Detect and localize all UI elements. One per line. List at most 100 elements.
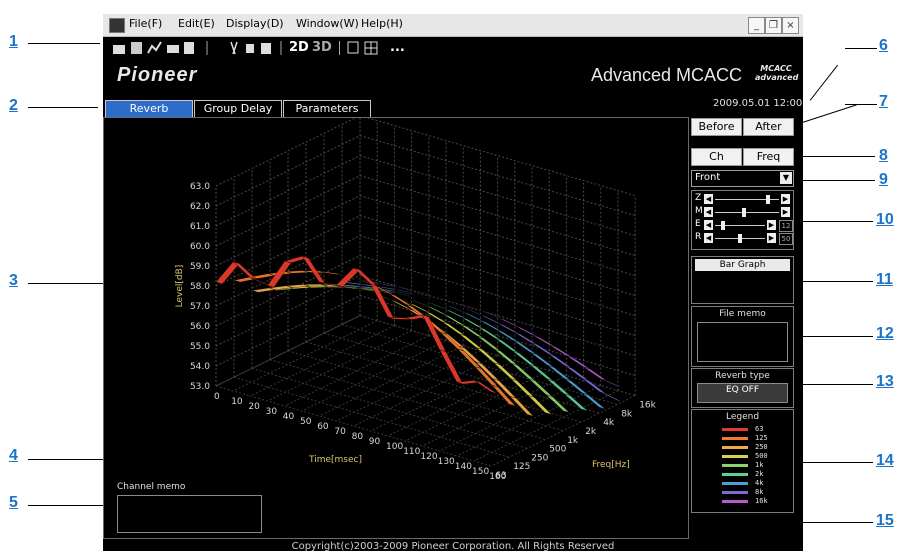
legend-title: Legend <box>725 412 760 422</box>
callout-11: 11 <box>876 271 893 288</box>
channel-select[interactable]: Front ▼ <box>691 170 794 187</box>
mcacc-badge: MCACC advanced <box>755 64 799 82</box>
left-arrow-icon[interactable]: ◀ <box>704 233 713 243</box>
y-tick-label: 63.0 <box>190 182 210 192</box>
left-arrow-icon[interactable]: ◀ <box>704 194 713 204</box>
menu-display[interactable]: Display(D) <box>226 17 284 30</box>
after-button[interactable]: After <box>743 118 794 136</box>
before-button[interactable]: Before <box>691 118 742 136</box>
grid-line <box>359 115 636 197</box>
grid-line <box>232 320 378 392</box>
ch-button[interactable]: Ch <box>691 148 742 166</box>
surface-mark <box>599 391 624 403</box>
surface-mark <box>461 311 486 323</box>
tab-parameters[interactable]: Parameters <box>283 100 371 118</box>
legend-label: 4k <box>755 479 764 487</box>
x-tick-label: 160 <box>489 472 506 482</box>
maximize-button[interactable]: ❐ <box>765 17 782 34</box>
slider-label: M <box>695 206 703 216</box>
view-3d-button[interactable]: 3D <box>312 40 332 55</box>
surface-mark <box>301 255 326 285</box>
surface-mark <box>514 325 539 338</box>
surface-mark <box>439 349 464 385</box>
grid-line <box>336 350 481 422</box>
graph-area: 53.0 54.0 55.0 56.0 57.0 58.0 59.0 60.0 61.0 62.0… <box>103 115 689 539</box>
legend-label: 500 <box>755 452 768 460</box>
surface-mark <box>319 270 344 276</box>
close-button[interactable]: × <box>782 17 799 34</box>
z-tick-label: 4k <box>603 418 615 428</box>
slider-r[interactable]: R ◀ ▶ 50 <box>695 232 793 245</box>
left-arrow-icon[interactable]: ◀ <box>704 207 713 217</box>
minimize-button[interactable]: _ <box>748 17 765 34</box>
x-tick-label: 100 <box>386 442 403 452</box>
slider-z[interactable]: Z ◀ ▶ <box>695 193 791 205</box>
surface-mark <box>443 308 468 320</box>
timestamp: 2009.05.01 12:00 <box>713 98 803 109</box>
channel-memo-box[interactable] <box>117 495 262 533</box>
slider-m[interactable]: M ◀ ▶ <box>695 206 791 218</box>
grid-line <box>318 345 464 417</box>
slider-track[interactable] <box>715 199 779 200</box>
right-arrow-icon[interactable]: ▶ <box>781 194 790 204</box>
legend-item: 16k <box>722 497 792 505</box>
menu-file[interactable]: File(F) <box>129 17 163 30</box>
surface-mark <box>563 393 588 412</box>
grid-line <box>473 390 619 462</box>
slider-thumb[interactable] <box>720 221 725 230</box>
copy-icon <box>246 44 254 53</box>
z-tick-label: 2k <box>585 427 597 437</box>
legend-swatch <box>722 482 748 485</box>
slider-value: 12 <box>779 220 793 232</box>
view-2d-button[interactable]: 2D <box>289 40 309 55</box>
slider-track[interactable] <box>715 212 779 213</box>
tab-reverb[interactable]: Reverb <box>105 100 193 118</box>
legend-label: 125 <box>755 434 768 442</box>
slider-thumb[interactable] <box>738 234 742 243</box>
freq-button[interactable]: Freq <box>743 148 794 166</box>
save-icon <box>131 42 142 54</box>
bar-graph-panel: Bar Graph <box>691 256 794 304</box>
legend-swatch <box>722 473 748 476</box>
slider-thumb[interactable] <box>766 195 770 204</box>
y-tick-label: 58.0 <box>190 282 210 292</box>
right-arrow-icon[interactable]: ▶ <box>781 207 790 217</box>
surface-mark <box>462 307 486 317</box>
callout-10: 10 <box>876 211 894 228</box>
slider-track[interactable] <box>715 225 765 226</box>
legend-item: 8k <box>722 488 792 496</box>
x-tick-label: 0 <box>214 392 220 402</box>
y-tick-label: 55.0 <box>190 342 210 352</box>
slider-thumb[interactable] <box>742 208 746 217</box>
right-arrow-icon[interactable]: ▶ <box>767 233 776 243</box>
menu-window[interactable]: Window(W) <box>296 17 359 30</box>
legend-label: 16k <box>755 497 768 505</box>
legend-item: 2k <box>722 470 792 478</box>
right-arrow-icon[interactable]: ▶ <box>767 220 776 230</box>
tab-group-delay[interactable]: Group Delay <box>194 100 282 118</box>
grid-line <box>215 115 361 187</box>
y-tick-label: 61.0 <box>190 222 210 232</box>
surface-mark <box>583 366 608 382</box>
more-button[interactable]: ... <box>390 40 405 55</box>
menu-help[interactable]: Help(H) <box>361 17 403 30</box>
legend-swatch <box>722 446 748 449</box>
surface-mark <box>545 394 570 413</box>
left-arrow-icon[interactable]: ◀ <box>704 220 713 230</box>
surface-mark <box>527 395 552 415</box>
slider-e[interactable]: E ◀ ▶ 12 <box>695 219 793 232</box>
legend-label: 250 <box>755 443 768 451</box>
surface-mark <box>480 310 504 320</box>
surface-mark <box>509 395 535 417</box>
surface-mark <box>617 386 642 394</box>
y-tick-label: 59.0 <box>190 262 210 272</box>
legend-swatch <box>722 428 748 431</box>
menu-edit[interactable]: Edit(E) <box>178 17 215 30</box>
channel-select-value: Front <box>695 172 721 183</box>
surface-mark <box>581 392 606 410</box>
file-memo-box[interactable] <box>697 322 788 362</box>
chevron-down-icon[interactable]: ▼ <box>780 172 792 184</box>
callout-3: 3 <box>9 272 18 289</box>
z-tick-label: 250 <box>531 453 548 463</box>
reverb-3d-chart: 53.0 54.0 55.0 56.0 57.0 58.0 59.0 60.0 61.0 62.0… <box>175 115 657 482</box>
